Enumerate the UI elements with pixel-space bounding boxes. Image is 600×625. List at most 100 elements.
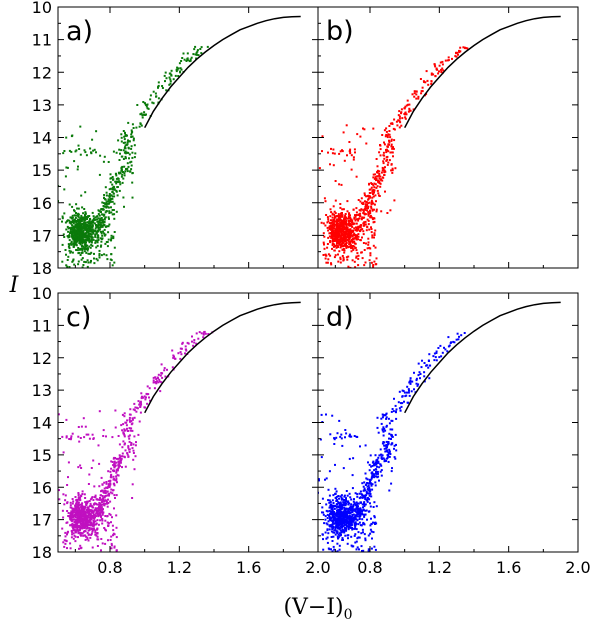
star-point <box>320 456 323 459</box>
star-point <box>70 516 73 519</box>
x-tick-label: 1.6 <box>496 558 521 577</box>
star-point <box>77 518 80 520</box>
star-point <box>66 166 69 169</box>
star-point <box>334 199 337 202</box>
star-point <box>340 505 343 508</box>
star-point <box>130 136 133 138</box>
star-point <box>67 230 70 233</box>
star-point <box>88 237 91 240</box>
star-point <box>76 229 79 232</box>
star-point <box>93 222 96 225</box>
star-point <box>409 377 412 380</box>
star-point <box>83 149 86 152</box>
star-point <box>353 245 356 248</box>
star-point <box>109 470 112 473</box>
star-point <box>86 247 89 250</box>
star-point <box>77 215 80 218</box>
star-point <box>68 247 71 249</box>
star-point <box>96 230 99 233</box>
star-point <box>169 82 172 85</box>
star-point <box>334 519 337 522</box>
star-point <box>335 523 338 526</box>
star-point <box>349 507 352 510</box>
star-point <box>117 139 120 142</box>
star-point <box>331 213 334 216</box>
star-point <box>321 533 324 536</box>
star-point <box>346 542 349 545</box>
star-point <box>62 516 65 519</box>
star-point <box>392 147 395 150</box>
star-point <box>333 443 336 445</box>
star-point <box>337 495 340 497</box>
star-point <box>334 492 337 495</box>
star-point <box>331 227 334 230</box>
star-point <box>333 548 336 551</box>
star-point <box>337 220 340 223</box>
star-point <box>68 266 71 268</box>
star-point <box>89 252 92 255</box>
star-point <box>336 525 339 528</box>
star-point <box>195 332 198 335</box>
star-point <box>358 492 361 495</box>
star-point <box>86 249 89 252</box>
star-point <box>77 207 80 210</box>
star-point <box>447 345 450 348</box>
star-point <box>76 168 79 171</box>
star-point <box>339 235 342 238</box>
star-point <box>84 534 86 537</box>
star-point <box>335 220 338 223</box>
star-point <box>65 540 68 543</box>
star-point <box>375 158 378 160</box>
star-point <box>363 502 365 505</box>
star-point <box>351 474 354 477</box>
star-point <box>88 225 91 228</box>
star-point <box>390 438 392 440</box>
star-point <box>72 259 75 262</box>
star-point <box>121 155 124 158</box>
star-point <box>377 431 380 434</box>
star-point <box>334 487 337 490</box>
star-point <box>318 479 320 482</box>
star-point <box>346 210 349 213</box>
star-point <box>355 207 358 210</box>
star-point <box>73 229 76 232</box>
star-point <box>372 265 375 268</box>
star-point <box>337 226 339 228</box>
star-point <box>98 219 101 222</box>
star-point <box>73 244 76 247</box>
star-point <box>454 55 457 58</box>
star-point <box>80 258 83 261</box>
star-point <box>114 172 117 175</box>
star-point <box>76 249 79 252</box>
star-point <box>390 169 393 172</box>
star-point <box>389 136 392 139</box>
star-point <box>325 261 328 264</box>
star-point <box>161 376 164 379</box>
star-point <box>341 526 343 529</box>
star-point <box>370 203 373 206</box>
star-point <box>126 427 128 430</box>
star-point <box>351 221 354 224</box>
star-point <box>353 502 356 505</box>
star-point <box>79 254 82 256</box>
star-point <box>358 536 361 539</box>
star-point <box>96 519 99 522</box>
star-point <box>326 513 329 516</box>
star-point <box>85 535 88 538</box>
star-point <box>164 80 166 83</box>
star-point <box>451 57 453 60</box>
star-point <box>377 456 380 459</box>
star-point <box>330 263 333 266</box>
star-point <box>333 507 336 510</box>
star-point <box>374 481 377 484</box>
star-point <box>331 216 334 219</box>
star-point <box>77 505 80 508</box>
star-point <box>343 237 346 240</box>
star-point <box>417 374 420 377</box>
star-point <box>360 208 363 211</box>
star-point <box>185 349 188 352</box>
star-point <box>373 474 376 477</box>
star-point <box>72 537 75 540</box>
star-point <box>333 216 336 219</box>
star-point <box>64 542 67 545</box>
